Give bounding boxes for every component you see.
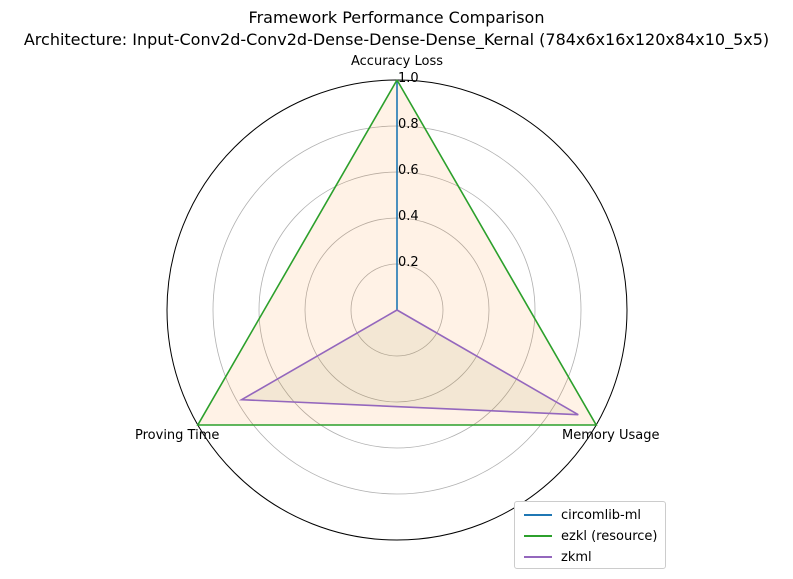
legend-swatch-ezkl — [524, 535, 552, 537]
series-line-1 — [196, 79, 598, 426]
legend-swatch-zkml — [524, 556, 552, 558]
r-tick-label: 0.6 — [398, 163, 419, 178]
r-tick-label: 0.4 — [398, 209, 419, 224]
chart-title: Framework Performance Comparison — [248, 8, 545, 27]
r-tick-label: 0.8 — [398, 117, 419, 132]
r-tick-label: 1.0 — [398, 71, 419, 86]
axis-label-accuracy-loss: Accuracy Loss — [351, 54, 443, 69]
axis-label-proving-time: Proving Time — [135, 428, 219, 443]
r-tick-label: 0.2 — [398, 255, 419, 270]
legend-item-zkml: zkml — [524, 548, 592, 566]
axis-label-memory-usage: Memory Usage — [562, 428, 660, 443]
series-fill-2 — [241, 310, 579, 415]
legend-label-ezkl: ezkl (resource) — [561, 528, 658, 544]
chart-subtitle: Architecture: Input-Conv2d-Conv2d-Dense-… — [23, 30, 770, 49]
legend-item-circomlib-ml: circomlib-ml — [524, 506, 641, 524]
legend-item-ezkl: ezkl (resource) — [524, 527, 657, 545]
legend-label-circomlib-ml: circomlib-ml — [561, 507, 642, 523]
legend: circomlib-ml ezkl (resource) zkml — [514, 501, 666, 569]
series-line-2 — [238, 309, 579, 416]
legend-swatch-circomlib-ml — [524, 514, 552, 516]
legend-label-zkml: zkml — [561, 549, 592, 565]
